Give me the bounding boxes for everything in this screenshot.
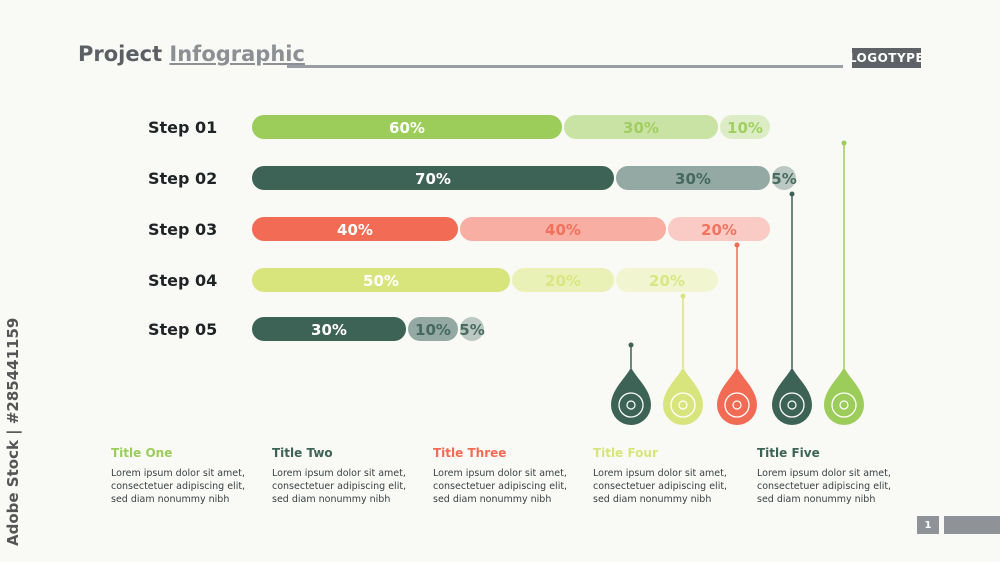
bar-segment	[252, 115, 562, 139]
bar-segment	[616, 166, 770, 190]
column-title: Title Five	[757, 446, 820, 460]
icon-detail	[839, 400, 849, 410]
step-label: Step 01	[148, 118, 217, 137]
page-title: Project Infographic	[78, 42, 305, 66]
column-body: Lorem ipsum dolor sit amet, consectetuer…	[593, 468, 728, 505]
stacked-bar-chart: Step 01 60% 30% 10% Step 02 70% 30% 5% Step 03 40…	[148, 115, 864, 426]
step-label: Step 02	[148, 169, 217, 188]
puzzle-icon	[779, 392, 805, 418]
connector-dot	[841, 140, 847, 146]
bar-value-label: 5%	[771, 170, 796, 188]
bar-value-label: 10%	[727, 119, 763, 137]
bar-segment	[512, 268, 614, 292]
column-body: Lorem ipsum dolor sit amet, consectetuer…	[757, 468, 892, 505]
logo: LOGOTYPE	[849, 48, 924, 68]
page-bar	[944, 516, 1000, 534]
bar-segment	[408, 317, 458, 341]
bar-segment	[252, 217, 458, 241]
connector-dot	[789, 191, 795, 197]
column-body: Lorem ipsum dolor sit amet, consectetuer…	[111, 468, 246, 505]
bar-segment	[460, 317, 484, 341]
bar-segment	[564, 115, 718, 139]
column-title: Title Four	[593, 446, 658, 460]
bar-segment	[772, 166, 796, 190]
bar-value-label: 50%	[363, 272, 399, 290]
bar-value-label: 20%	[649, 272, 685, 290]
bar-value-label: 40%	[337, 221, 373, 239]
bar-segment	[252, 166, 614, 190]
title-part2: Infographic	[169, 42, 305, 66]
column-title: Title Three	[433, 446, 507, 460]
step-label: Step 03	[148, 220, 217, 239]
marker-drop	[824, 367, 864, 425]
icon-detail	[732, 400, 742, 410]
column-title: Title One	[111, 446, 173, 460]
step-label: Step 05	[148, 320, 217, 339]
info-column-4: Title Four Lorem ipsum dolor sit amet, c…	[593, 446, 743, 506]
bar-value-label: 60%	[389, 119, 425, 137]
marker-drop	[717, 367, 757, 425]
icon-detail	[626, 400, 636, 410]
bar-segment	[668, 217, 770, 241]
page-number: 1	[917, 516, 939, 534]
column-title: Title Two	[272, 446, 333, 460]
connector-dot	[680, 293, 686, 299]
bar-value-label: 20%	[701, 221, 737, 239]
step-label: Step 04	[148, 271, 217, 290]
bar-segment	[460, 217, 666, 241]
bar-value-label: 5%	[459, 321, 484, 339]
marker-drop	[772, 367, 812, 425]
bar-value-label: 40%	[545, 221, 581, 239]
bar-segment	[252, 317, 406, 341]
marker-drop	[663, 367, 703, 425]
marker-drop	[611, 367, 651, 426]
connector-dot	[734, 242, 740, 248]
title-part1: Project	[78, 42, 163, 66]
bar-value-label: 30%	[623, 119, 659, 137]
title-rule	[287, 65, 843, 68]
bar-segment	[720, 115, 770, 139]
bar-value-label: 30%	[311, 321, 347, 339]
bar-value-label: 20%	[545, 272, 581, 290]
bar-value-label: 10%	[415, 321, 451, 339]
lightbulb-icon	[670, 392, 696, 418]
target-icon	[831, 392, 857, 418]
column-body: Lorem ipsum dolor sit amet, consectetuer…	[433, 468, 568, 505]
bar-segment	[252, 268, 510, 292]
bar-segment	[616, 268, 718, 292]
bar-value-label: 70%	[415, 170, 451, 188]
info-column-3: Title Three Lorem ipsum dolor sit amet, …	[433, 446, 583, 506]
info-column-2: Title Two Lorem ipsum dolor sit amet, co…	[272, 446, 422, 506]
brain-icon	[618, 392, 644, 418]
bar-value-label: 30%	[675, 170, 711, 188]
column-body: Lorem ipsum dolor sit amet, consectetuer…	[272, 468, 407, 505]
bar-chart-icon	[724, 392, 750, 418]
icon-detail	[678, 400, 688, 410]
connector-dot	[628, 342, 634, 348]
info-column-5: Title Five Lorem ipsum dolor sit amet, c…	[757, 446, 907, 506]
icon-detail	[787, 400, 797, 410]
info-column-1: Title One Lorem ipsum dolor sit amet, co…	[111, 446, 261, 506]
